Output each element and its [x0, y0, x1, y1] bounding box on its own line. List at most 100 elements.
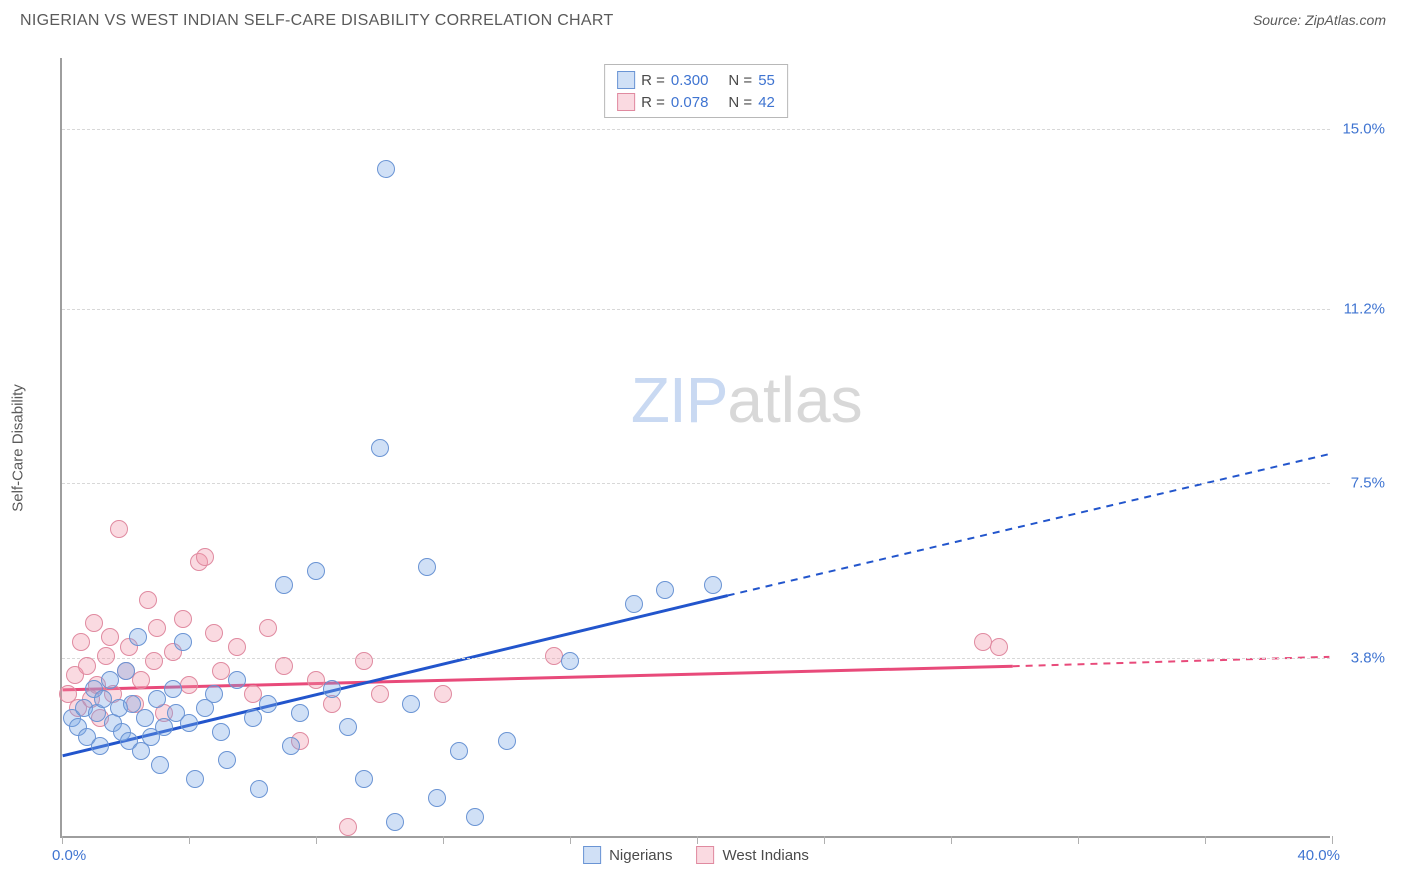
x-tick: [570, 836, 571, 844]
x-tick: [1078, 836, 1079, 844]
scatter-point: [139, 591, 157, 609]
scatter-point: [228, 638, 246, 656]
x-tick: [824, 836, 825, 844]
scatter-point: [656, 581, 674, 599]
scatter-point: [291, 704, 309, 722]
scatter-point: [97, 647, 115, 665]
legend-row-nigerians: R = 0.300 N = 55: [617, 69, 775, 91]
gridline: [62, 309, 1330, 310]
scatter-point: [72, 633, 90, 651]
n-label: N =: [728, 94, 752, 111]
nigerians-n-value: 55: [758, 72, 775, 89]
scatter-point: [101, 671, 119, 689]
scatter-point: [129, 628, 147, 646]
legend-swatch-nigerians: [583, 846, 601, 864]
scatter-point: [151, 756, 169, 774]
watermark-zip: ZIP: [631, 364, 728, 436]
correlation-legend: R = 0.300 N = 55 R = 0.078 N = 42: [604, 64, 788, 118]
x-tick: [951, 836, 952, 844]
gridline: [62, 483, 1330, 484]
scatter-point: [371, 439, 389, 457]
chart-title: NIGERIAN VS WEST INDIAN SELF-CARE DISABI…: [20, 12, 614, 30]
r-label: R =: [641, 94, 665, 111]
plot-container: ZIPatlas R = 0.300 N = 55 R = 0.078 N = …: [60, 58, 1380, 838]
scatter-point: [259, 619, 277, 637]
scatter-point: [91, 737, 109, 755]
y-tick-label: 3.8%: [1351, 650, 1385, 667]
legend-swatch-nigerians: [617, 71, 635, 89]
source-label: Source:: [1253, 12, 1305, 28]
scatter-point: [155, 718, 173, 736]
y-axis-title: Self-Care Disability: [10, 384, 27, 512]
scatter-point: [164, 680, 182, 698]
legend-swatch-west-indians: [617, 93, 635, 111]
scatter-point: [386, 813, 404, 831]
nigerians-label: Nigerians: [609, 847, 672, 864]
gridline: [62, 658, 1330, 659]
scatter-point: [355, 770, 373, 788]
scatter-point: [339, 818, 357, 836]
y-tick-label: 11.2%: [1344, 300, 1385, 317]
scatter-point: [339, 718, 357, 736]
watermark-atlas: atlas: [727, 364, 862, 436]
scatter-point: [174, 610, 192, 628]
scatter-point: [136, 709, 154, 727]
chart-header: NIGERIAN VS WEST INDIAN SELF-CARE DISABI…: [0, 0, 1406, 38]
legend-item-nigerians: Nigerians: [583, 846, 672, 864]
scatter-point: [180, 714, 198, 732]
n-label: N =: [728, 72, 752, 89]
x-tick: [1205, 836, 1206, 844]
gridline: [62, 129, 1330, 130]
watermark: ZIPatlas: [631, 363, 863, 437]
x-tick: [443, 836, 444, 844]
x-axis-start-label: 0.0%: [52, 847, 86, 864]
scatter-point: [212, 723, 230, 741]
scatter-point: [186, 770, 204, 788]
scatter-point: [205, 624, 223, 642]
legend-swatch-west-indians: [696, 846, 714, 864]
x-tick: [697, 836, 698, 844]
scatter-point: [145, 652, 163, 670]
scatter-point: [101, 628, 119, 646]
scatter-point: [132, 671, 150, 689]
scatter-point: [371, 685, 389, 703]
source-attribution: Source: ZipAtlas.com: [1253, 12, 1386, 28]
x-tick: [1332, 836, 1333, 844]
r-label: R =: [641, 72, 665, 89]
plot-area: ZIPatlas R = 0.300 N = 55 R = 0.078 N = …: [60, 58, 1330, 838]
x-axis-end-label: 40.0%: [1297, 847, 1340, 864]
y-tick-label: 7.5%: [1351, 475, 1385, 492]
scatter-point: [323, 680, 341, 698]
scatter-point: [148, 619, 166, 637]
scatter-point: [148, 690, 166, 708]
scatter-point: [704, 576, 722, 594]
scatter-point: [259, 695, 277, 713]
west-indians-label: West Indians: [722, 847, 808, 864]
source-value: ZipAtlas.com: [1305, 12, 1386, 28]
x-tick: [189, 836, 190, 844]
x-tick: [316, 836, 317, 844]
scatter-point: [625, 595, 643, 613]
scatter-point: [85, 614, 103, 632]
scatter-point: [244, 709, 262, 727]
scatter-point: [275, 576, 293, 594]
scatter-point: [990, 638, 1008, 656]
scatter-point: [434, 685, 452, 703]
scatter-point: [418, 558, 436, 576]
scatter-point: [355, 652, 373, 670]
scatter-point: [78, 657, 96, 675]
scatter-point: [377, 160, 395, 178]
west-indians-r-value: 0.078: [671, 94, 709, 111]
scatter-point: [561, 652, 579, 670]
scatter-point: [196, 548, 214, 566]
scatter-point: [498, 732, 516, 750]
legend-row-west-indians: R = 0.078 N = 42: [617, 91, 775, 113]
west-indians-n-value: 42: [758, 94, 775, 111]
scatter-point: [307, 562, 325, 580]
scatter-point: [180, 676, 198, 694]
nigerians-r-value: 0.300: [671, 72, 709, 89]
scatter-point: [250, 780, 268, 798]
legend-item-west-indians: West Indians: [696, 846, 808, 864]
x-tick: [62, 836, 63, 844]
scatter-point: [117, 662, 135, 680]
